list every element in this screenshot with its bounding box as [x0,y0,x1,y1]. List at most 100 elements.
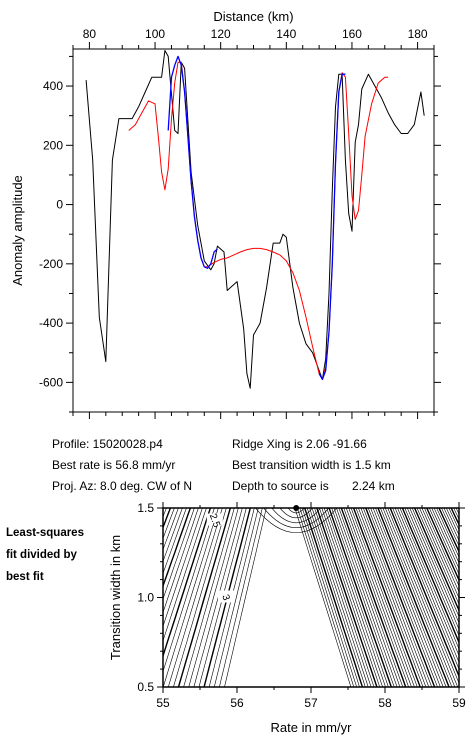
contour-line [431,508,459,570]
contour-line [355,508,424,687]
y-tick-label: 400 [43,79,63,93]
contour-line [392,508,459,670]
contour-line [404,508,459,637]
contour-line [443,508,459,542]
contour-line [433,508,459,564]
contour-line [413,508,459,613]
contour-label: 2.5 [207,512,222,529]
contour-line [365,508,436,687]
contour-line [338,508,404,687]
x-tick-label: 160 [342,27,362,41]
contour-line [348,508,415,687]
contour-line [311,508,372,687]
y-tick-label: -200 [39,257,63,271]
contour-line [345,508,412,687]
contour-arc [287,508,305,514]
contour-line [323,508,386,687]
contour-line [352,508,421,687]
x-tick-label: 140 [276,27,296,41]
y-tick-label: -400 [39,316,63,330]
contour-line [389,508,459,678]
contour-line [411,508,459,618]
contour-line [163,508,207,642]
profile-label: Profile: 15020028.p4 [52,437,163,451]
x-tick-label: 56 [230,696,244,710]
contour-line [219,508,263,687]
y-axis-title: Anomaly amplitude [10,175,25,286]
contour-line [331,508,395,687]
contour-line [299,508,357,687]
x-tick-label: 58 [378,696,392,710]
contour-line [183,508,235,687]
contour-line [416,508,459,605]
contour-line [370,508,441,687]
contour-line [375,508,447,687]
contour-line [407,508,459,631]
contour-line [316,508,378,687]
contour-line [340,508,407,687]
y-tick-label: 0 [56,198,63,212]
contour-line [294,508,352,687]
contour-line [385,508,458,687]
contour-line [360,508,430,687]
contour-line [438,508,459,554]
contour-field [0,508,459,687]
contour-line [328,508,392,687]
contour-label-bg [217,590,234,603]
contour-line [380,508,453,687]
ridge-crossing-label: Ridge Xing is 2.06 -91.66 [232,437,367,451]
contour-arc [263,508,329,528]
contour-line [436,508,459,558]
contour-line [163,508,212,659]
contour-line [314,508,375,687]
y-tick-label: 0.5 [137,680,154,694]
contour-line [333,508,398,687]
contour-line [343,508,409,687]
best-transition-width-label: Best transition width is 1.5 km [232,458,391,472]
best-fit-marker [293,505,300,511]
y-tick-label: -600 [39,375,63,389]
contour-label-bg [206,513,223,526]
contour-line [163,508,215,673]
contour-line [319,508,380,687]
contour-line [397,508,459,657]
y-axis-title: Transition width in km [108,535,123,660]
contour-line [0,508,3,687]
contour-line [177,508,231,687]
contour-description-line-2: fit divided by [6,549,77,561]
projection-azimuth-label: Proj. Az: 8.0 deg. CW of N [52,479,193,493]
plot-frame [72,48,435,413]
depth-to-source-value: 2.24 km [352,479,395,493]
contour-arc [255,508,338,533]
contour-line [441,508,459,547]
y-tick-label: 1.5 [137,501,154,515]
x-tick-label: 100 [145,27,165,41]
x-tick-label: 120 [211,27,231,41]
contour-line [399,508,459,650]
contour-line [358,508,427,687]
contour-arc [271,508,321,523]
x-tick-label: 55 [156,696,170,710]
model-profile-line [128,61,389,380]
contour-line [382,508,456,687]
contour-line [224,508,267,687]
anomaly-profile-chart: 80 100 120 140 160 180 -600 -400 -200 0 200 400 Dist… [10,9,441,419]
contour-line [424,508,459,587]
contour-line [163,508,192,589]
misfit-contour-chart: 55 56 57 58 59 0.5 1.0 1.5 Rate in mm/yr Transiti… [0,501,466,735]
contour-line [302,508,360,687]
contour-line [321,508,383,687]
contour-line [372,508,444,687]
contour-description: Least-squares fit divided by best fit [6,522,116,588]
contour-line [421,508,459,593]
contour-line [163,508,187,575]
contour-line [367,508,438,687]
contour-line [297,508,355,687]
contour-line [163,508,183,563]
contour-line [214,508,259,687]
y-tick-label: 1.0 [137,591,154,605]
y-tick-label: 200 [43,138,63,152]
x-axis-title: Rate in mm/yr [271,720,353,735]
contour-line [350,508,418,687]
